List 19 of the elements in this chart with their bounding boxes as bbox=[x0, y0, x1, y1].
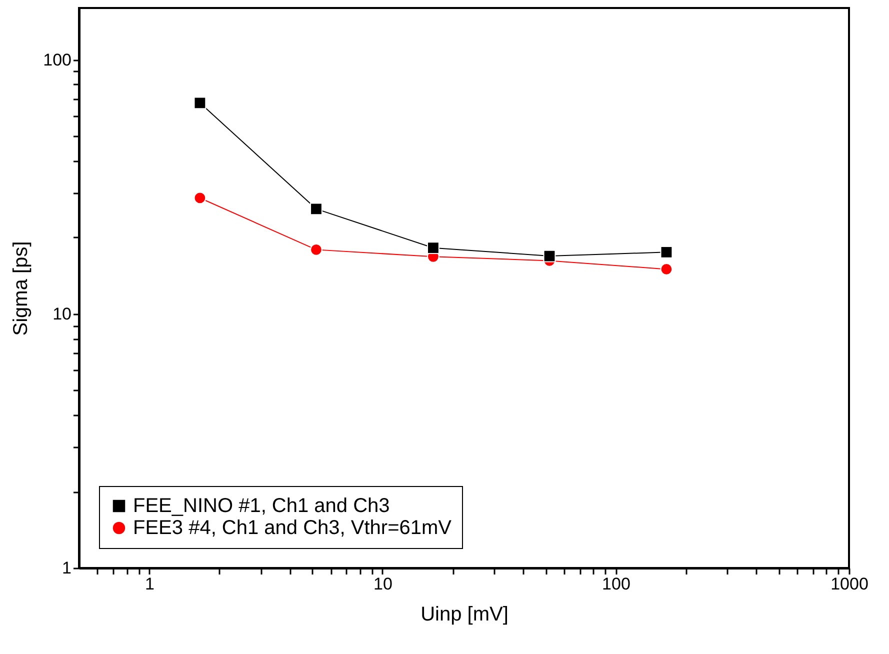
y-tick-label: 1 bbox=[62, 558, 72, 578]
legend-label: FEE3 #4, Ch1 and Ch3, Vthr=61mV bbox=[133, 517, 452, 539]
y-tick-label: 10 bbox=[52, 304, 72, 324]
point bbox=[660, 246, 673, 258]
x-tick-label: 100 bbox=[602, 574, 630, 594]
point bbox=[194, 96, 206, 110]
x-tick-label: 1000 bbox=[830, 574, 868, 594]
y-axis-title: Sigma [ps] bbox=[10, 241, 32, 336]
x-tick-label: 1 bbox=[144, 574, 154, 594]
point bbox=[427, 242, 440, 254]
point bbox=[660, 263, 673, 276]
point bbox=[310, 244, 322, 256]
point bbox=[543, 250, 556, 262]
y-tick-label: 100 bbox=[43, 50, 72, 70]
legend-label: FEE_NINO #1, Ch1 and Ch3 bbox=[133, 495, 390, 517]
x-tick-label: 10 bbox=[374, 574, 392, 594]
point bbox=[194, 192, 206, 204]
point bbox=[310, 202, 322, 216]
x-axis-title: Uinp [mV] bbox=[420, 604, 508, 626]
